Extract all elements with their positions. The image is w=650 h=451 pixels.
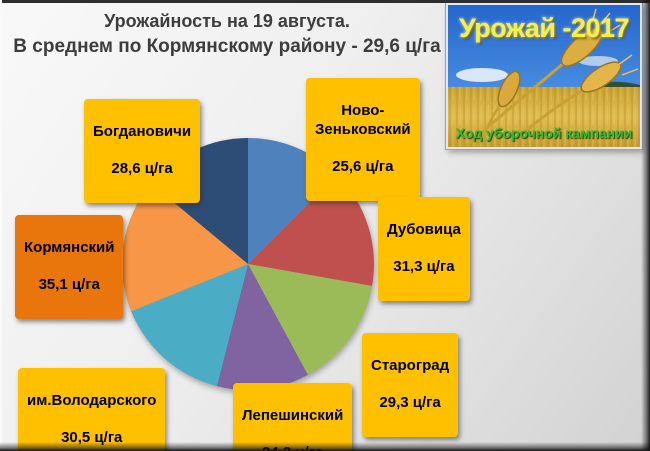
pie-chart	[122, 138, 375, 390]
wheat-ear	[476, 70, 521, 147]
frame-bottom-shadow	[0, 442, 650, 451]
callout-name: Богдановичи	[93, 122, 192, 140]
callout-lepeshinsky: Лепешинский 24,3 ц/га	[233, 383, 353, 451]
callout-value: 35,1 ц/га	[38, 276, 100, 294]
callout-name: Дубовица	[387, 220, 461, 238]
title-line-2: В среднем по Кормянскому району - 29,6 ц…	[13, 36, 441, 58]
callout-name: Кормянский	[24, 238, 115, 256]
callout-dubovitsa: Дубовица 31,3 ц/га	[378, 197, 470, 301]
callout-value: 31,3 ц/га	[393, 258, 455, 276]
callout-bogdanovichi: Богдановичи 28,6 ц/га	[84, 99, 201, 203]
callout-volodarskogo: им.Володарского 30,5 ц/га	[18, 368, 166, 451]
callout-kormyansky: Кормянский 35,1 ц/га	[15, 215, 124, 319]
title-line-1: Урожайность на 19 августа.	[104, 11, 350, 31]
callout-name: Лепешинский	[242, 406, 344, 424]
callout-novo-zenkovsky: Ново- Зеньковский 25,6 ц/га	[306, 78, 420, 201]
banner-subtitle: Ход уборочной кампании	[455, 125, 633, 141]
callout-name: Староград	[371, 356, 450, 374]
chart-title: Урожайность на 19 августа. В среднем по …	[4, 10, 450, 60]
harvest-banner: Урожай -2017 Ход уборочной кампании	[446, 3, 642, 149]
callout-starograd: Староград 29,3 ц/га	[362, 333, 459, 437]
cloud	[456, 68, 508, 82]
pie-slice	[131, 264, 248, 387]
wheat-field-image	[448, 5, 640, 147]
callout-name: Ново- Зеньковский	[315, 101, 411, 138]
wheat-ear	[506, 54, 639, 147]
banner-title: Урожай -2017	[458, 13, 630, 43]
callout-value: 28,6 ц/га	[111, 160, 173, 178]
callout-name: им.Володарского	[27, 391, 157, 409]
frame-left-edge	[0, 0, 2, 451]
frame-top-edge	[0, 0, 650, 3]
pie-slice	[216, 264, 308, 390]
frame-right-shadow	[641, 0, 650, 451]
pie-slice	[122, 183, 248, 312]
wheat-ear	[464, 8, 621, 147]
pie-slice	[248, 174, 375, 287]
pie-slice	[248, 264, 373, 375]
callout-value: 29,3 ц/га	[379, 394, 441, 412]
callout-value: 25,6 ц/га	[332, 158, 394, 175]
